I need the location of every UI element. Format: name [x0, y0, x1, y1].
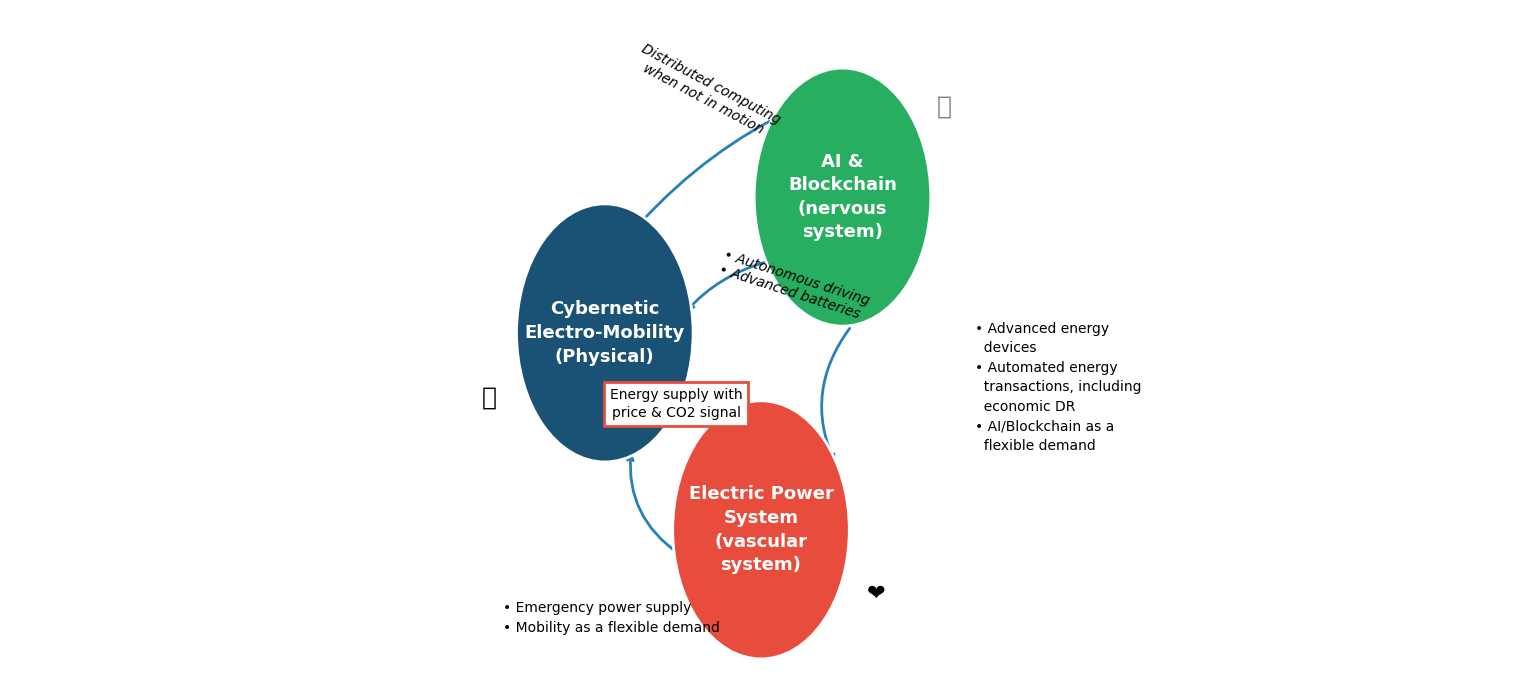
Text: • Advanced energy
  devices
• Automated energy
  transactions, including
  econo: • Advanced energy devices • Automated en… — [976, 322, 1142, 453]
Ellipse shape — [673, 401, 849, 659]
Text: • Autonomous driving
• Advanced batteries: • Autonomous driving • Advanced batterie… — [717, 247, 871, 323]
Text: AI &
Blockchain
(nervous
system): AI & Blockchain (nervous system) — [788, 152, 896, 241]
Text: 🏋️: 🏋️ — [482, 385, 496, 410]
Text: • Emergency power supply
• Mobility as a flexible demand: • Emergency power supply • Mobility as a… — [502, 602, 720, 635]
Text: Electric Power
System
(vascular
system): Electric Power System (vascular system) — [688, 486, 834, 574]
Text: Cybernetic
Electro-Mobility
(Physical): Cybernetic Electro-Mobility (Physical) — [525, 300, 685, 365]
Text: 🧠: 🧠 — [938, 95, 951, 119]
Ellipse shape — [516, 204, 693, 462]
Text: Energy supply with
price & CO2 signal: Energy supply with price & CO2 signal — [610, 388, 743, 421]
Text: ❤️: ❤️ — [868, 584, 886, 604]
Ellipse shape — [755, 68, 931, 326]
Text: Distributed computing
when not in motion: Distributed computing when not in motion — [632, 42, 782, 141]
